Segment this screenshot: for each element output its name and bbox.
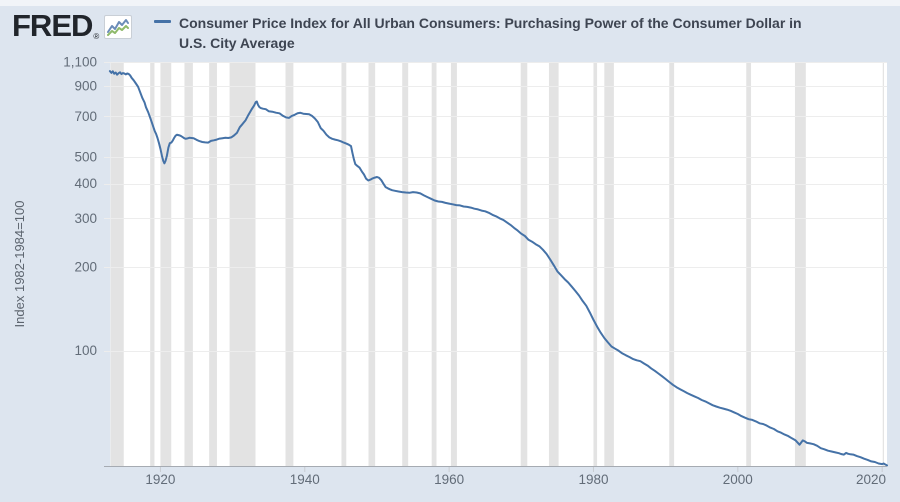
recession-band — [450, 62, 457, 466]
legend-line-swatch — [154, 20, 171, 23]
x-tick-label: 1920 — [145, 472, 175, 487]
series-line[interactable] — [108, 70, 888, 467]
y-tick-label: 1,100 — [63, 55, 97, 70]
recession-band — [604, 62, 614, 466]
series-title-line-1: Consumer Price Index for All Urban Consu… — [179, 15, 802, 31]
x-tick-label: 2000 — [723, 472, 753, 487]
chart-legend: Consumer Price Index for All Urban Consu… — [154, 13, 841, 53]
recession-band — [746, 62, 752, 466]
recession-band — [593, 62, 598, 466]
y-tick-label: 400 — [74, 176, 97, 191]
y-tick-label: 700 — [74, 109, 97, 124]
x-tick-label: 2020 — [856, 472, 886, 487]
recession-band — [669, 62, 675, 466]
recession-band — [209, 62, 217, 466]
fred-logo-text: FRED — [12, 8, 93, 43]
recession-band — [520, 62, 528, 466]
series-title-line-2: U.S. City Average — [179, 35, 295, 51]
y-tick-label: 300 — [74, 211, 97, 226]
y-tick-label: 900 — [74, 79, 97, 94]
registered-trademark: ® — [93, 32, 100, 41]
recession-band — [402, 62, 409, 466]
x-tick-label: 1960 — [434, 472, 464, 487]
plot-background — [110, 62, 887, 466]
recession-band — [160, 62, 172, 466]
fred-logo-chart-icon — [104, 15, 133, 39]
y-axis-title: Index 1982-1984=100 — [12, 201, 27, 328]
x-tick-label: 1940 — [290, 472, 320, 487]
series-title-link[interactable]: Consumer Price Index for All Urban Consu… — [179, 13, 841, 53]
recession-band — [341, 62, 347, 466]
recession-band — [184, 62, 193, 466]
recession-band — [882, 62, 884, 466]
x-tick-label: 1980 — [578, 472, 608, 487]
recession-band — [110, 62, 124, 466]
recession-band — [431, 62, 437, 466]
fred-logo[interactable]: FRED ® — [12, 8, 133, 43]
window-top-strip — [0, 0, 900, 6]
y-tick-label: 200 — [74, 260, 97, 275]
y-tick-label: 500 — [74, 149, 97, 164]
y-tick-label: 100 — [74, 343, 97, 358]
recession-band — [368, 62, 376, 466]
recession-band — [285, 62, 294, 466]
recession-band — [794, 62, 806, 466]
recession-band — [150, 62, 155, 466]
recession-band — [229, 62, 256, 466]
